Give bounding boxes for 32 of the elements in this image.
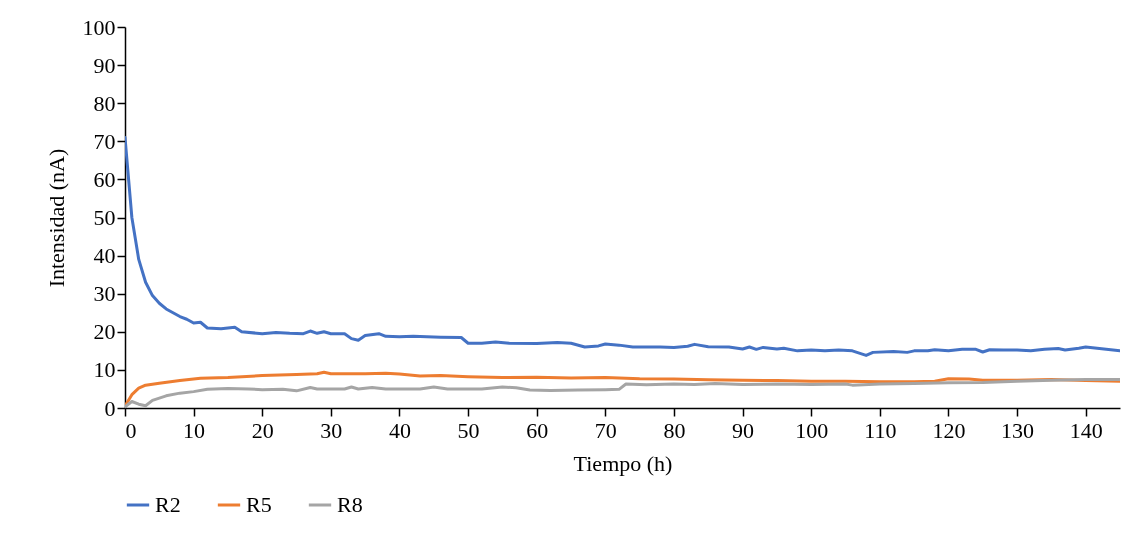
y-tick-label: 30: [93, 281, 116, 307]
x-tick-label: 90: [732, 417, 755, 443]
x-tick-label: 110: [864, 417, 897, 443]
y-tick-label: 60: [93, 166, 116, 192]
x-tick-label: 80: [663, 417, 686, 443]
y-tick-label: 50: [93, 205, 116, 230]
x-tick-label: 10: [183, 417, 206, 443]
x-tick-label: 70: [594, 417, 617, 443]
x-tick-label: 0: [125, 417, 137, 443]
legend-label: R2: [155, 492, 181, 517]
y-tick-label: 40: [93, 243, 116, 269]
x-tick-label: 130: [1001, 417, 1035, 443]
x-axis-title: Tiempo (h): [573, 450, 673, 476]
y-axis-title: Intensidad (nA): [43, 148, 69, 288]
x-tick-label: 140: [1069, 417, 1103, 443]
x-tick-label: 120: [932, 417, 966, 443]
y-tick-label: 10: [93, 357, 116, 383]
x-tick-label: 100: [795, 417, 829, 443]
y-tick-label: 90: [93, 52, 116, 78]
x-tick-label: 50: [457, 417, 480, 443]
x-tick-label: 20: [251, 417, 274, 443]
legend-label: R5: [246, 492, 272, 517]
y-tick-label: 70: [93, 128, 116, 154]
x-tick-label: 30: [320, 417, 343, 443]
x-tick-label: 40: [388, 417, 411, 443]
y-tick-label: 0: [104, 395, 116, 421]
line-series: [125, 135, 1120, 357]
legend-label: R8: [337, 492, 363, 517]
y-tick-label: 20: [93, 319, 116, 345]
y-tick-label: 100: [82, 14, 116, 40]
x-tick-label: 60: [526, 417, 549, 443]
y-tick-label: 80: [93, 90, 116, 116]
